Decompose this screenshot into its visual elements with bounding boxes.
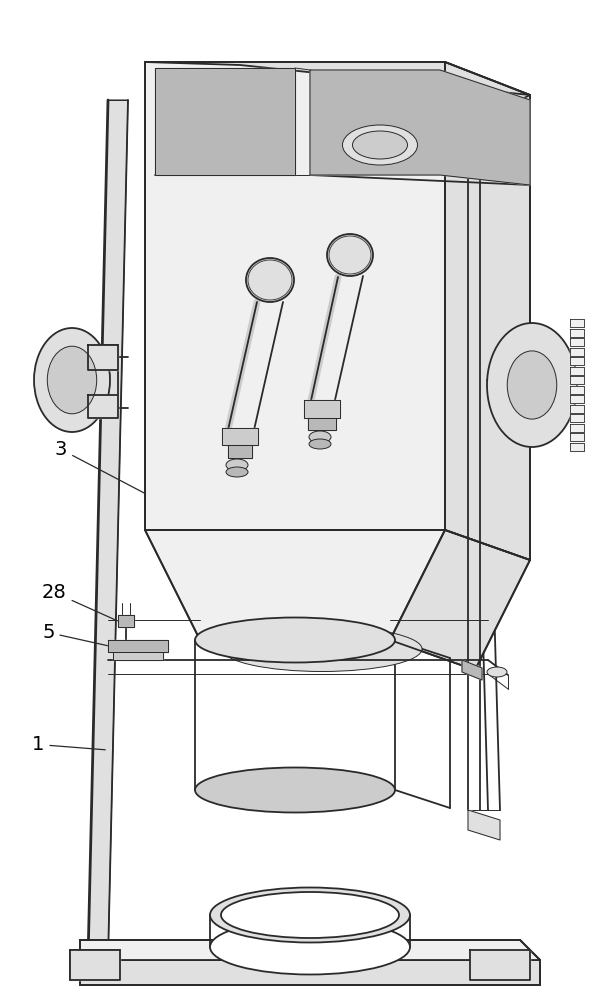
Ellipse shape: [210, 888, 410, 942]
Polygon shape: [222, 428, 258, 445]
Polygon shape: [570, 424, 584, 432]
Ellipse shape: [487, 323, 577, 447]
Text: 28: 28: [42, 583, 117, 621]
Polygon shape: [570, 395, 584, 403]
Polygon shape: [145, 530, 445, 640]
Polygon shape: [570, 319, 584, 327]
Ellipse shape: [352, 131, 408, 159]
Polygon shape: [390, 530, 530, 670]
Ellipse shape: [507, 351, 557, 419]
Polygon shape: [570, 414, 584, 422]
Polygon shape: [228, 445, 252, 458]
Ellipse shape: [221, 892, 399, 938]
Text: 1: 1: [32, 735, 105, 754]
Polygon shape: [570, 338, 584, 346]
Polygon shape: [155, 68, 295, 175]
Polygon shape: [88, 345, 118, 370]
Polygon shape: [570, 386, 584, 394]
Ellipse shape: [327, 234, 373, 276]
Ellipse shape: [487, 667, 507, 677]
Ellipse shape: [210, 920, 410, 974]
Polygon shape: [570, 329, 584, 337]
Polygon shape: [88, 395, 118, 418]
Polygon shape: [570, 443, 584, 451]
Polygon shape: [570, 367, 584, 375]
Ellipse shape: [343, 125, 418, 165]
Ellipse shape: [195, 617, 395, 662]
Ellipse shape: [309, 431, 331, 443]
Ellipse shape: [226, 459, 248, 471]
Polygon shape: [113, 652, 163, 660]
Ellipse shape: [309, 439, 331, 449]
Text: 5: 5: [42, 623, 115, 647]
Polygon shape: [570, 433, 584, 441]
Polygon shape: [570, 357, 584, 365]
Polygon shape: [445, 62, 530, 560]
Polygon shape: [462, 660, 482, 680]
Polygon shape: [570, 348, 584, 356]
Polygon shape: [570, 376, 584, 384]
Polygon shape: [468, 810, 500, 840]
Polygon shape: [145, 62, 445, 530]
Ellipse shape: [222, 626, 422, 672]
Polygon shape: [80, 940, 540, 960]
Polygon shape: [80, 940, 540, 985]
Polygon shape: [70, 950, 120, 980]
Ellipse shape: [195, 768, 395, 812]
Polygon shape: [308, 418, 336, 430]
Polygon shape: [88, 100, 128, 960]
Ellipse shape: [34, 328, 110, 432]
Polygon shape: [118, 615, 134, 627]
Polygon shape: [570, 405, 584, 413]
Text: 3: 3: [55, 440, 145, 494]
Polygon shape: [310, 70, 530, 185]
Polygon shape: [145, 62, 530, 95]
Ellipse shape: [226, 467, 248, 477]
Polygon shape: [470, 950, 530, 980]
Ellipse shape: [246, 258, 294, 302]
Ellipse shape: [47, 346, 97, 414]
Polygon shape: [108, 640, 168, 652]
Polygon shape: [304, 400, 340, 418]
